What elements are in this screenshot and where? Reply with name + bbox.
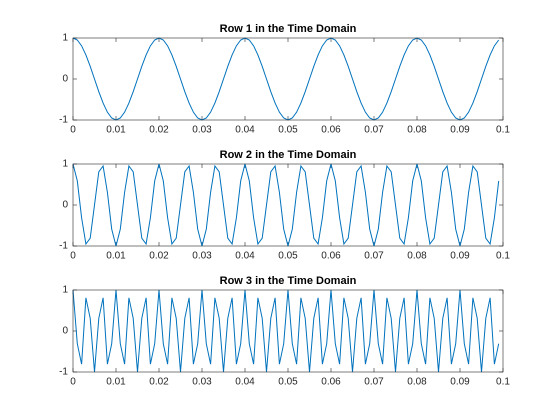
y-tick-label: 0: [62, 74, 68, 85]
x-tick-label: 0.02: [149, 251, 169, 262]
x-tick-label: 0.08: [407, 251, 427, 262]
data-line: [72, 37, 500, 121]
data-line: [72, 289, 500, 373]
chart-title: Row 2 in the Time Domain: [220, 149, 357, 161]
x-tick-label: 0.03: [192, 251, 212, 262]
y-tick-label: -1: [59, 367, 68, 378]
x-tick-label: 0: [70, 125, 76, 136]
axes-background: [73, 164, 503, 246]
x-tick-label: 0.01: [106, 125, 126, 136]
x-tick-label: 0.06: [321, 125, 341, 136]
x-tick-label: 0: [70, 377, 76, 388]
x-tick-label: 0.02: [149, 125, 169, 136]
x-tick-label: 0.09: [450, 251, 470, 262]
x-tick-label: 0.03: [192, 377, 212, 388]
x-tick-label: 0.09: [450, 125, 470, 136]
x-tick-label: 0.1: [496, 251, 510, 262]
x-tick-label: 0.05: [278, 377, 298, 388]
x-tick-label: 0.05: [278, 125, 298, 136]
x-tick-label: 0.06: [321, 377, 341, 388]
y-tick-label: 1: [62, 285, 68, 296]
x-tick-label: 0.09: [450, 377, 470, 388]
x-tick-label: 0.1: [496, 377, 510, 388]
x-tick-label: 0.08: [407, 377, 427, 388]
x-tick-label: 0.1: [496, 125, 510, 136]
x-tick-label: 0.02: [149, 377, 169, 388]
x-tick-label: 0.08: [407, 125, 427, 136]
axes-background: [73, 38, 503, 120]
x-tick-label: 0.01: [106, 377, 126, 388]
y-tick-label: 0: [62, 326, 68, 337]
y-tick-label: -1: [59, 241, 68, 252]
x-tick-label: 0: [70, 251, 76, 262]
x-tick-label: 0.01: [106, 251, 126, 262]
x-tick-label: 0.06: [321, 251, 341, 262]
x-tick-label: 0.04: [235, 251, 255, 262]
x-tick-label: 0.05: [278, 251, 298, 262]
y-tick-label: 0: [62, 200, 68, 211]
y-tick-label: 1: [62, 159, 68, 170]
axes-background: [73, 290, 503, 372]
x-tick-label: 0.03: [192, 125, 212, 136]
x-tick-label: 0.07: [364, 377, 384, 388]
axes-box: [72, 163, 504, 247]
y-tick-label: 1: [62, 33, 68, 44]
x-tick-label: 0.04: [235, 377, 255, 388]
axes-box: [72, 289, 504, 373]
chart-title: Row 3 in the Time Domain: [220, 275, 357, 287]
y-tick-label: -1: [59, 115, 68, 126]
x-tick-label: 0.04: [235, 125, 255, 136]
data-line: [72, 163, 500, 247]
chart-title: Row 1 in the Time Domain: [220, 23, 357, 35]
axes-box: [72, 37, 504, 121]
x-tick-label: 0.07: [364, 251, 384, 262]
x-tick-label: 0.07: [364, 125, 384, 136]
